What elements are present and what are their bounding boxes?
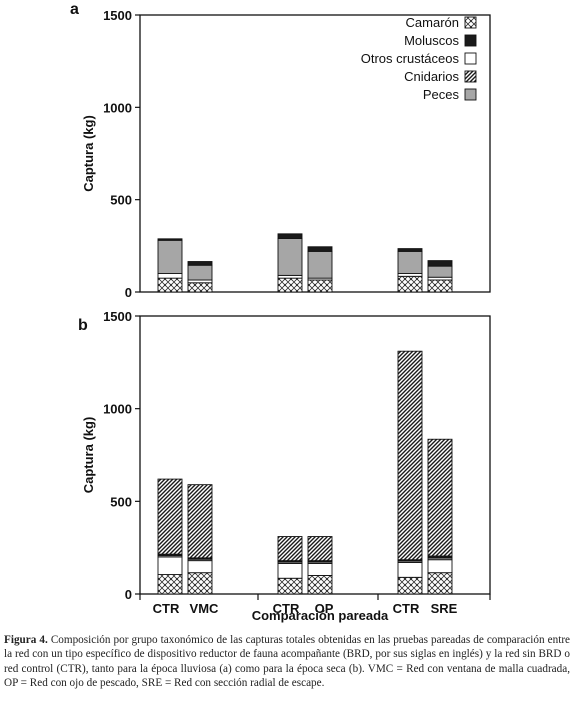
bar-segment-camaron-5: [397, 275, 423, 293]
bar-segment-otros-crustaceos-5: [397, 562, 423, 578]
category-label: VMC: [190, 601, 220, 616]
legend-label-cnidarios: Cnidarios: [404, 69, 459, 84]
legend-swatch-cnidarios: [464, 70, 477, 83]
y-tick-label: 1000: [103, 100, 132, 115]
figure-caption: Figura 4. Composición por grupo taxonómi…: [4, 633, 570, 691]
y-tick-label: 1000: [103, 402, 132, 417]
bar-segment-moluscos-1: [157, 238, 183, 241]
bar-segment-cnidarios-3: [277, 536, 303, 562]
y-tick-label: 1500: [103, 8, 132, 23]
bar-segment-camaron-2: [187, 572, 213, 595]
bar-segment-cnidarios-5: [397, 350, 423, 561]
bar-segment-camaron-4: [307, 279, 333, 293]
bar-segment-moluscos-5: [397, 248, 423, 252]
bar-segment-camaron-3: [277, 277, 303, 293]
bar-segment-camaron-3: [277, 577, 303, 595]
bar-segment-otros-crustaceos-1: [157, 273, 183, 279]
legend-swatch-otros-crustaceos: [464, 52, 477, 65]
bar-segment-otros-crustaceos-2: [187, 560, 213, 574]
category-label: SRE: [431, 601, 458, 616]
bar-segment-moluscos-6: [427, 260, 453, 267]
bar-segment-camaron-4: [307, 575, 333, 595]
category-label: CTR: [273, 601, 300, 616]
bar-segment-otros-crustaceos-1: [157, 556, 183, 575]
caption-text: Composición por grupo taxonómico de las …: [4, 634, 571, 690]
y-axis-label: Captura (kg): [81, 417, 96, 494]
bar-segment-camaron-2: [187, 282, 213, 293]
legend-label-camaron: Camarón: [406, 15, 459, 30]
bar-segment-peces-6: [427, 265, 453, 278]
bar-segment-peces-1: [157, 239, 183, 274]
bar-segment-cnidarios-1: [157, 478, 183, 555]
bar-segment-cnidarios-4: [307, 536, 333, 562]
panel-a: 0 500 1000 1500 Captura (kg) Camarón Moluscos O…: [81, 8, 491, 300]
bar-segment-moluscos-3: [277, 233, 303, 239]
category-label: CTR: [393, 601, 420, 616]
legend-swatch-camaron: [464, 16, 477, 29]
x-axis-label: Comparación pareada: [252, 608, 389, 623]
legend-label-peces: Peces: [423, 87, 460, 102]
panel-b-letter: b: [78, 317, 88, 334]
bar-segment-camaron-6: [427, 572, 453, 595]
bar-segment-otros-crustaceos-3: [277, 562, 303, 579]
y-tick-label: 0: [125, 285, 132, 300]
legend-swatch-peces: [464, 88, 477, 101]
figure: a b 0 500 1000 1500 Captura (kg) Camarón Molus…: [70, 1, 491, 623]
bar-segment-otros-crustaceos-4: [307, 562, 333, 576]
bar-segment-camaron-1: [157, 277, 183, 293]
category-label: CTR: [153, 601, 180, 616]
figure-label: Figura 4.: [4, 634, 48, 646]
bar-segment-moluscos-4: [307, 246, 333, 252]
bar-segment-otros-crustaceos-6: [427, 559, 453, 574]
bar-segment-camaron-1: [157, 574, 183, 595]
bar-segment-cnidarios-6: [427, 438, 453, 557]
bar-segment-peces-4: [307, 250, 333, 279]
category-label: OP: [315, 601, 334, 616]
y-tick-label: 1500: [103, 309, 132, 324]
panel-a-letter: a: [70, 1, 79, 18]
legend-swatch-moluscos: [464, 34, 477, 47]
legend-label-moluscos: Moluscos: [404, 33, 459, 48]
y-axis-label: Captura (kg): [81, 115, 96, 192]
bar-segment-camaron-6: [427, 279, 453, 293]
panel-b: 0 500 1000 1500 Captura (kg) CTR VMC CTR OP CTR SR…: [81, 309, 491, 616]
bar-segment-peces-5: [397, 250, 423, 274]
y-tick-label: 0: [125, 587, 132, 602]
y-tick-label: 500: [110, 193, 132, 208]
bar-segment-moluscos-2: [187, 261, 213, 266]
bar-segment-cnidarios-2: [187, 484, 213, 559]
bar-segment-camaron-5: [397, 576, 423, 595]
legend-label-otros-crustaceos: Otros crustáceos: [361, 51, 460, 66]
y-tick-label: 500: [110, 494, 132, 509]
bar-segment-peces-2: [187, 264, 213, 281]
bar-segment-peces-3: [277, 237, 303, 276]
